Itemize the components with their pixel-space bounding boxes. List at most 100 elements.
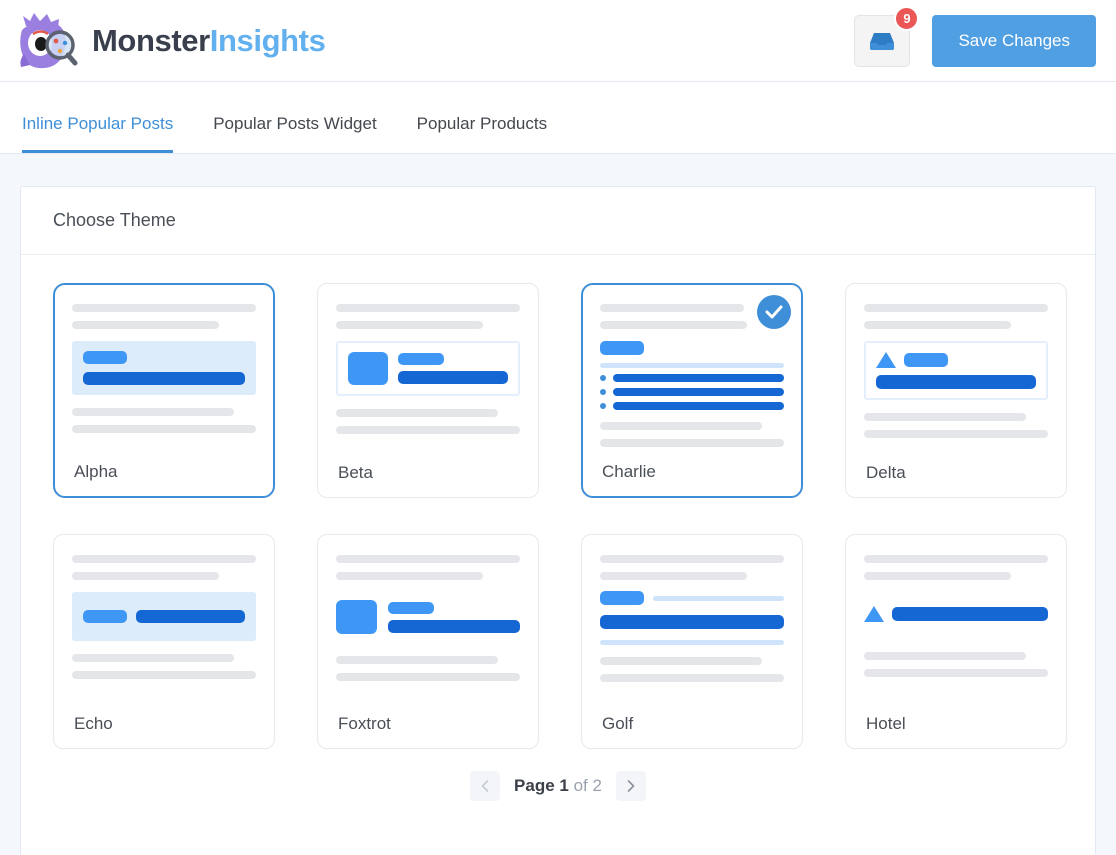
preview-text-line — [336, 321, 484, 329]
preview-list-item — [600, 388, 784, 396]
save-changes-button[interactable]: Save Changes — [932, 14, 1096, 67]
preview-text-line — [72, 671, 256, 679]
brand: MonsterInsights — [14, 10, 326, 72]
brand-monster-text: Monster — [92, 22, 210, 58]
preview-triangle-icon — [864, 606, 884, 622]
preview-row — [600, 591, 784, 605]
preview-blue-pill — [600, 341, 644, 355]
preview-outline-box — [336, 341, 520, 396]
preview-text-line — [600, 555, 784, 563]
preview-row — [876, 352, 1036, 368]
preview-text-line — [600, 422, 762, 430]
inbox-button[interactable]: 9 — [854, 5, 920, 67]
theme-card-alpha[interactable]: Alpha — [53, 283, 275, 498]
pagination-prev-button[interactable] — [470, 771, 501, 801]
preview-row — [336, 600, 520, 634]
panel-title: Choose Theme — [21, 187, 1095, 255]
preview-blue-bar — [876, 375, 1036, 389]
preview-text-line — [336, 426, 520, 434]
preview-text-line — [864, 430, 1048, 438]
preview-text-line — [336, 409, 498, 417]
preview-blue-bar — [613, 402, 784, 410]
theme-card-charlie[interactable]: Charlie — [581, 283, 803, 498]
preview-text-line — [72, 408, 234, 416]
theme-label: Golf — [602, 714, 634, 733]
tab-popular-products[interactable]: Popular Products — [416, 114, 548, 133]
theme-preview-alpha — [72, 304, 256, 433]
tab-inline-popular-posts[interactable]: Inline Popular Posts — [22, 114, 174, 153]
preview-bullet-dot — [600, 403, 606, 409]
preview-text-line — [864, 321, 1012, 329]
preview-bullet-dot — [600, 375, 606, 381]
preview-list-item — [600, 402, 784, 410]
inbox-tray-icon — [870, 32, 895, 50]
preview-blue-pill — [83, 351, 127, 364]
preview-blue-pill — [600, 591, 644, 605]
theme-card-echo[interactable]: Echo — [53, 534, 275, 749]
preview-blue-pill — [904, 353, 948, 367]
theme-preview-charlie — [600, 304, 784, 447]
preview-triangle-icon — [876, 352, 896, 368]
preview-blue-bar — [613, 374, 784, 382]
preview-list-item — [600, 374, 784, 382]
theme-card-delta[interactable]: Delta — [845, 283, 1067, 498]
preview-text-line — [336, 673, 520, 681]
preview-text-line — [72, 572, 220, 580]
theme-card-foxtrot[interactable]: Foxtrot — [317, 534, 539, 749]
preview-row — [864, 606, 1048, 622]
preview-blue-pill — [83, 610, 127, 623]
theme-label: Beta — [338, 463, 373, 482]
preview-highlight-box — [72, 592, 256, 641]
chevron-right-icon — [627, 780, 635, 792]
theme-preview-beta — [336, 304, 520, 434]
app-header: MonsterInsights 9 Save Changes — [0, 0, 1116, 82]
preview-thumbnail — [348, 352, 388, 385]
theme-preview-echo — [72, 555, 256, 679]
theme-preview-hotel — [864, 555, 1048, 677]
theme-label: Alpha — [74, 462, 118, 481]
theme-card-golf[interactable]: Golf — [581, 534, 803, 749]
theme-card-hotel[interactable]: Hotel — [845, 534, 1067, 749]
brand-insights-text: Insights — [209, 22, 326, 58]
header-actions: 9 Save Changes — [854, 5, 1096, 67]
theme-preview-delta — [864, 304, 1048, 438]
preview-blue-bar — [398, 371, 508, 384]
preview-text-line — [864, 669, 1048, 677]
theme-label: Foxtrot — [338, 714, 391, 733]
pagination-total-pages: of 2 — [573, 776, 602, 795]
brand-wordmark: MonsterInsights — [92, 22, 326, 59]
pagination: Page 1 of 2 — [53, 771, 1063, 801]
preview-text-line — [600, 321, 748, 329]
theme-card-beta[interactable]: Beta — [317, 283, 539, 498]
inbox-badge-count: 9 — [894, 5, 920, 31]
preview-text-line — [600, 657, 762, 665]
theme-preview-foxtrot — [336, 555, 520, 681]
pagination-label: Page 1 of 2 — [514, 776, 602, 796]
preview-divider-line — [653, 595, 784, 601]
panel-body: Alpha Beta — [21, 255, 1095, 801]
pagination-next-button[interactable] — [615, 771, 646, 801]
preview-highlight-box — [72, 341, 256, 395]
preview-text-line — [600, 674, 784, 682]
preview-blue-pill — [388, 601, 434, 614]
theme-label: Charlie — [602, 462, 656, 481]
preview-text-line — [600, 304, 744, 312]
preview-thumbnail — [336, 600, 377, 634]
theme-label: Hotel — [866, 714, 906, 733]
monster-magnifier-logo — [20, 12, 78, 68]
preview-text-line — [72, 304, 256, 312]
preview-bullet-dot — [600, 389, 606, 395]
preview-text-line — [336, 555, 520, 563]
tab-popular-posts-widget[interactable]: Popular Posts Widget — [213, 114, 377, 133]
preview-text-line — [864, 304, 1048, 312]
preview-blue-bar — [136, 610, 245, 623]
theme-label: Delta — [866, 463, 906, 482]
theme-preview-golf — [600, 555, 784, 682]
theme-grid: Alpha Beta — [53, 283, 1067, 749]
chevron-left-icon — [481, 780, 489, 792]
preview-blue-bar — [83, 372, 245, 385]
choose-theme-panel: Choose Theme Alpha — [20, 186, 1096, 855]
preview-divider-line — [600, 363, 784, 368]
preview-text-line — [336, 656, 498, 664]
preview-blue-bar — [892, 607, 1048, 621]
